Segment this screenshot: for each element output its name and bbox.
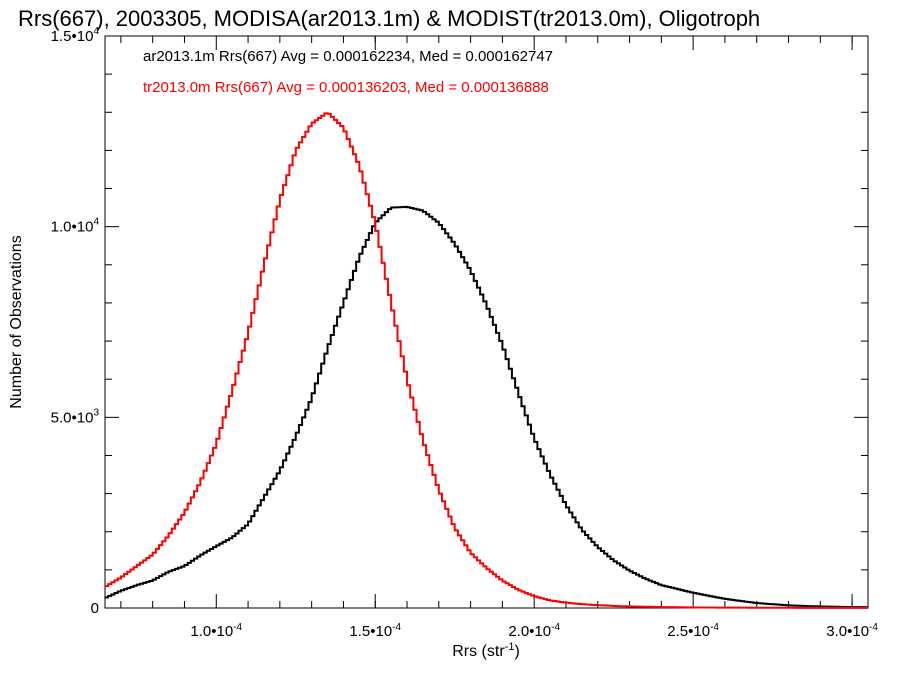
series-line-ar2013.1m bbox=[105, 205, 868, 609]
y-tick-label-mantissa: 5.0•10 bbox=[51, 409, 94, 426]
y-tick-label-exponent: 4 bbox=[93, 217, 99, 228]
x-tick-label-mantissa: 1.0•10 bbox=[190, 623, 233, 640]
x-tick-label: 2.5•10-4 bbox=[667, 622, 719, 640]
legend-stats-tr2013: tr2013.0m Rrs(667) Avg = 0.000136203, Me… bbox=[143, 79, 549, 96]
y-tick-label: 1.0•104 bbox=[51, 217, 100, 236]
y-tick-label-exponent: 4 bbox=[93, 26, 99, 37]
x-tick-label-mantissa: 3.0•10 bbox=[826, 623, 869, 640]
x-axis-label-sup: -1 bbox=[505, 641, 515, 653]
x-tick-label-exponent: -4 bbox=[233, 622, 242, 633]
x-tick-label-exponent: -4 bbox=[392, 622, 401, 633]
y-tick-label: 0 bbox=[91, 600, 99, 617]
y-tick-label-exponent: 3 bbox=[93, 407, 99, 418]
y-tick-label-mantissa: 1.0•10 bbox=[51, 219, 94, 236]
x-tick-label-exponent: -4 bbox=[710, 622, 719, 633]
y-tick-label-mantissa: 1.5•10 bbox=[51, 28, 94, 45]
legend-stats-ar2013: ar2013.1m Rrs(667) Avg = 0.000162234, Me… bbox=[143, 48, 553, 65]
chart-title: Rrs(667), 2003305, MODISA(ar2013.1m) & M… bbox=[18, 6, 760, 31]
x-tick-label: 3.0•10-4 bbox=[826, 622, 878, 640]
x-tick-label: 1.0•10-4 bbox=[190, 622, 242, 640]
x-tick-label-mantissa: 2.5•10 bbox=[667, 623, 710, 640]
x-axis-label-end: ) bbox=[514, 643, 519, 660]
x-tick-label: 1.5•10-4 bbox=[349, 622, 401, 640]
x-tick-label-exponent: -4 bbox=[869, 622, 878, 633]
y-tick-label-mantissa: 0 bbox=[91, 600, 99, 617]
series-lines bbox=[105, 112, 868, 609]
x-tick-label-mantissa: 1.5•10 bbox=[349, 623, 392, 640]
x-tick-label: 2.0•10-4 bbox=[508, 622, 560, 640]
y-axis-label: Number of Observations bbox=[8, 235, 25, 408]
plot-frame bbox=[104, 35, 869, 609]
y-tick-label: 5.0•103 bbox=[51, 407, 100, 426]
x-tick-label-mantissa: 2.0•10 bbox=[508, 623, 551, 640]
x-tick-labels: 1.0•10-4 1.5•10-4 2.0•10-4 2.5•10-4 3.0•10-4 bbox=[190, 622, 878, 640]
x-axis-label: Rrs (str-1) bbox=[452, 641, 520, 660]
x-tick-label-exponent: -4 bbox=[551, 622, 560, 633]
x-axis-label-text: Rrs (str bbox=[452, 643, 505, 660]
series-line-tr2013.0m bbox=[105, 112, 868, 609]
y-tick-label: 1.5•104 bbox=[51, 26, 100, 45]
